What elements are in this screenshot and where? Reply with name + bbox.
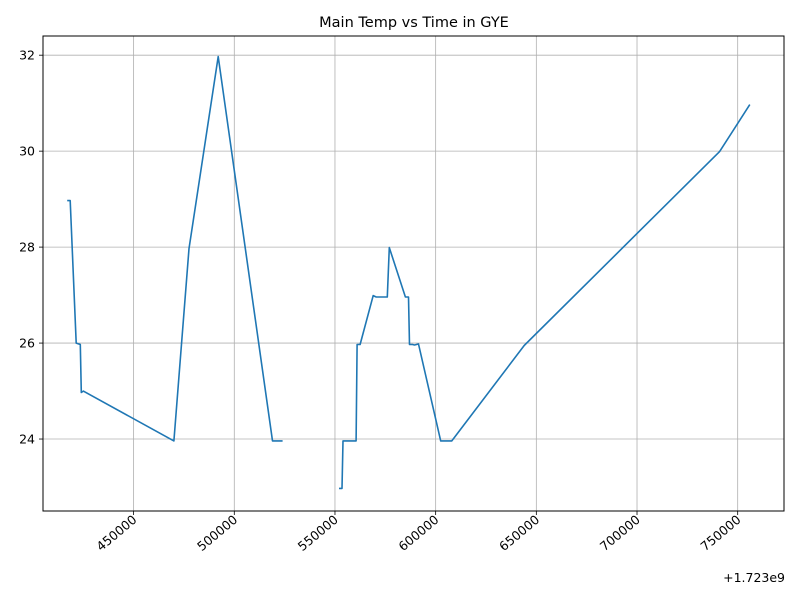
series-line-segment (339, 104, 751, 490)
y-tick-label: 30 (19, 144, 35, 159)
y-axis: 24 26 28 30 32 (19, 48, 43, 447)
x-tick-label: 700000 (597, 512, 643, 554)
x-tick-label: 750000 (697, 512, 743, 554)
y-tick-label: 26 (19, 336, 35, 351)
x-tick-label: 500000 (194, 512, 240, 554)
y-tick-label: 32 (19, 48, 35, 63)
chart-title: Main Temp vs Time in GYE (319, 15, 509, 31)
y-tick-label: 24 (19, 432, 35, 447)
data-series (67, 55, 751, 490)
gridlines (43, 36, 784, 511)
x-tick-label: 600000 (395, 512, 441, 554)
x-offset-label: +1.723e9 (723, 570, 785, 585)
x-tick-label: 450000 (93, 512, 139, 554)
x-axis: 450000 500000 550000 600000 650000 700000 7500… (93, 511, 744, 554)
plot-area-frame (42, 35, 785, 512)
series-line-segment (67, 55, 283, 442)
x-tick-label: 550000 (295, 512, 341, 554)
y-tick-label: 28 (19, 240, 35, 255)
x-tick-label: 650000 (496, 512, 542, 554)
